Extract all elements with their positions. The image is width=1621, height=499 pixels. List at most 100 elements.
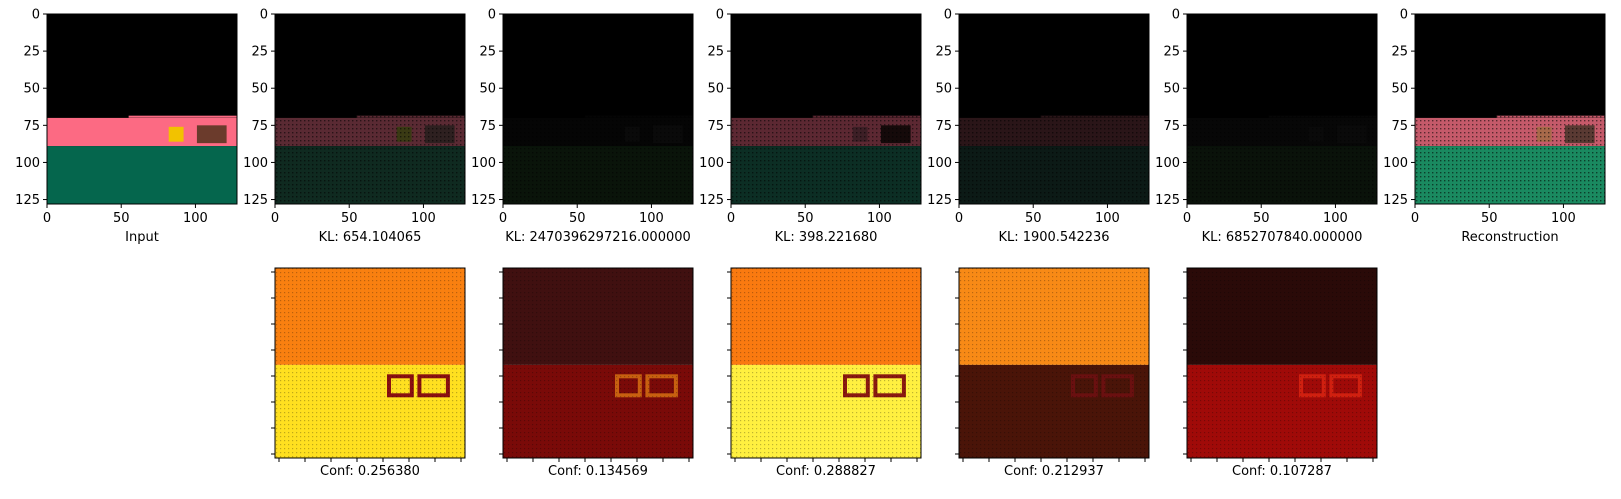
x-tick-label: 100 [1323,211,1348,226]
y-tick-label: 125 [1155,193,1180,208]
y-tick-label: 100 [243,156,268,171]
y-tick-label: 0 [716,8,724,23]
heat-texture [275,268,465,458]
heat-texture [959,268,1149,458]
y-tick-label: 25 [935,45,952,60]
x-tick-label: 50 [341,211,358,226]
y-tick-label: 125 [1383,193,1408,208]
x-tick-label: 50 [569,211,586,226]
sampling-texture [959,14,1149,204]
panel-xlabel: Conf: 0.134569 [548,464,648,479]
panel-xlabel: Conf: 0.256380 [320,464,420,479]
floor-region [47,146,237,204]
axes-frame [958,267,1150,459]
object-one [168,126,184,142]
x-tick-label: 50 [113,211,130,226]
y-tick-label: 25 [1391,45,1408,60]
panel-xlabel: KL: 2470396297216.000000 [505,230,691,245]
y-tick-label: 75 [1391,119,1408,134]
axes-frame [274,267,466,459]
x-tick-label: 100 [867,211,892,226]
panel-xlabel: KL: 654.104065 [319,230,422,245]
x-tick-label: 0 [43,211,51,226]
panel-xlabel: KL: 1900.542236 [998,230,1109,245]
panel-xlabel: Conf: 0.288827 [776,464,876,479]
x-tick-label: 100 [411,211,436,226]
wall-step [128,115,237,118]
x-tick-label: 50 [1025,211,1042,226]
sampling-texture [503,14,693,204]
y-tick-label: 25 [479,45,496,60]
panel-xlabel: Conf: 0.107287 [1232,464,1332,479]
y-tick-label: 50 [707,82,724,97]
x-tick-label: 0 [499,211,507,226]
y-tick-label: 25 [251,45,268,60]
sampling-texture [275,14,465,204]
y-tick-label: 125 [15,193,40,208]
y-tick-label: 125 [699,193,724,208]
x-tick-label: 50 [1481,211,1498,226]
x-tick-label: 0 [727,211,735,226]
y-tick-label: 100 [1383,156,1408,171]
y-tick-label: 0 [1400,8,1408,23]
y-tick-label: 75 [935,119,952,134]
panel-xlabel: KL: 6852707840.000000 [1202,230,1363,245]
heatmap-panel-confidence-1: Conf: 0.256380 [271,267,466,479]
y-tick-label: 50 [479,82,496,97]
y-tick-label: 0 [488,8,496,23]
y-tick-label: 0 [944,8,952,23]
x-tick-label: 100 [639,211,664,226]
heat-texture [503,268,693,458]
x-tick-label: 100 [1551,211,1576,226]
y-tick-label: 100 [471,156,496,171]
y-tick-label: 25 [1163,45,1180,60]
heatmap-panel-confidence-4: Conf: 0.212937 [955,267,1150,479]
heat-texture [731,268,921,458]
y-tick-label: 25 [707,45,724,60]
y-tick-label: 25 [23,45,40,60]
y-tick-label: 0 [1172,8,1180,23]
heatmap-panel-confidence-5: Conf: 0.107287 [1183,267,1378,479]
axes-frame [274,13,466,205]
y-tick-label: 100 [927,156,952,171]
y-tick-label: 100 [1155,156,1180,171]
x-tick-label: 100 [183,211,208,226]
y-tick-label: 50 [1391,82,1408,97]
sampling-texture [731,14,921,204]
axes-frame [958,13,1150,205]
heat-texture [1187,268,1377,458]
object-two [196,125,227,144]
x-tick-label: 0 [955,211,963,226]
confidence-panels-row: Conf: 0.256380 Conf: 0.134569 Conf: 0.2888… [271,267,1378,479]
x-tick-label: 0 [1183,211,1191,226]
axes-frame [502,13,694,205]
heatmap-panel-confidence-2: Conf: 0.134569 [499,267,694,479]
x-tick-label: 50 [1253,211,1270,226]
y-tick-label: 100 [699,156,724,171]
x-tick-label: 0 [271,211,279,226]
panel-xlabel: KL: 398.221680 [775,230,878,245]
axes-frame [502,267,694,459]
y-tick-label: 75 [23,119,40,134]
axes-frame [1186,13,1378,205]
y-tick-label: 125 [471,193,496,208]
x-tick-label: 0 [1411,211,1419,226]
x-tick-label: 50 [797,211,814,226]
y-tick-label: 75 [479,119,496,134]
y-tick-label: 75 [707,119,724,134]
y-tick-label: 50 [23,82,40,97]
y-tick-label: 100 [15,156,40,171]
sampling-texture [1415,14,1605,204]
axes-frame [730,13,922,205]
y-tick-label: 75 [1163,119,1180,134]
x-tick-label: 100 [1095,211,1120,226]
panel-xlabel: Reconstruction [1461,230,1558,245]
axes-frame [1414,13,1606,205]
